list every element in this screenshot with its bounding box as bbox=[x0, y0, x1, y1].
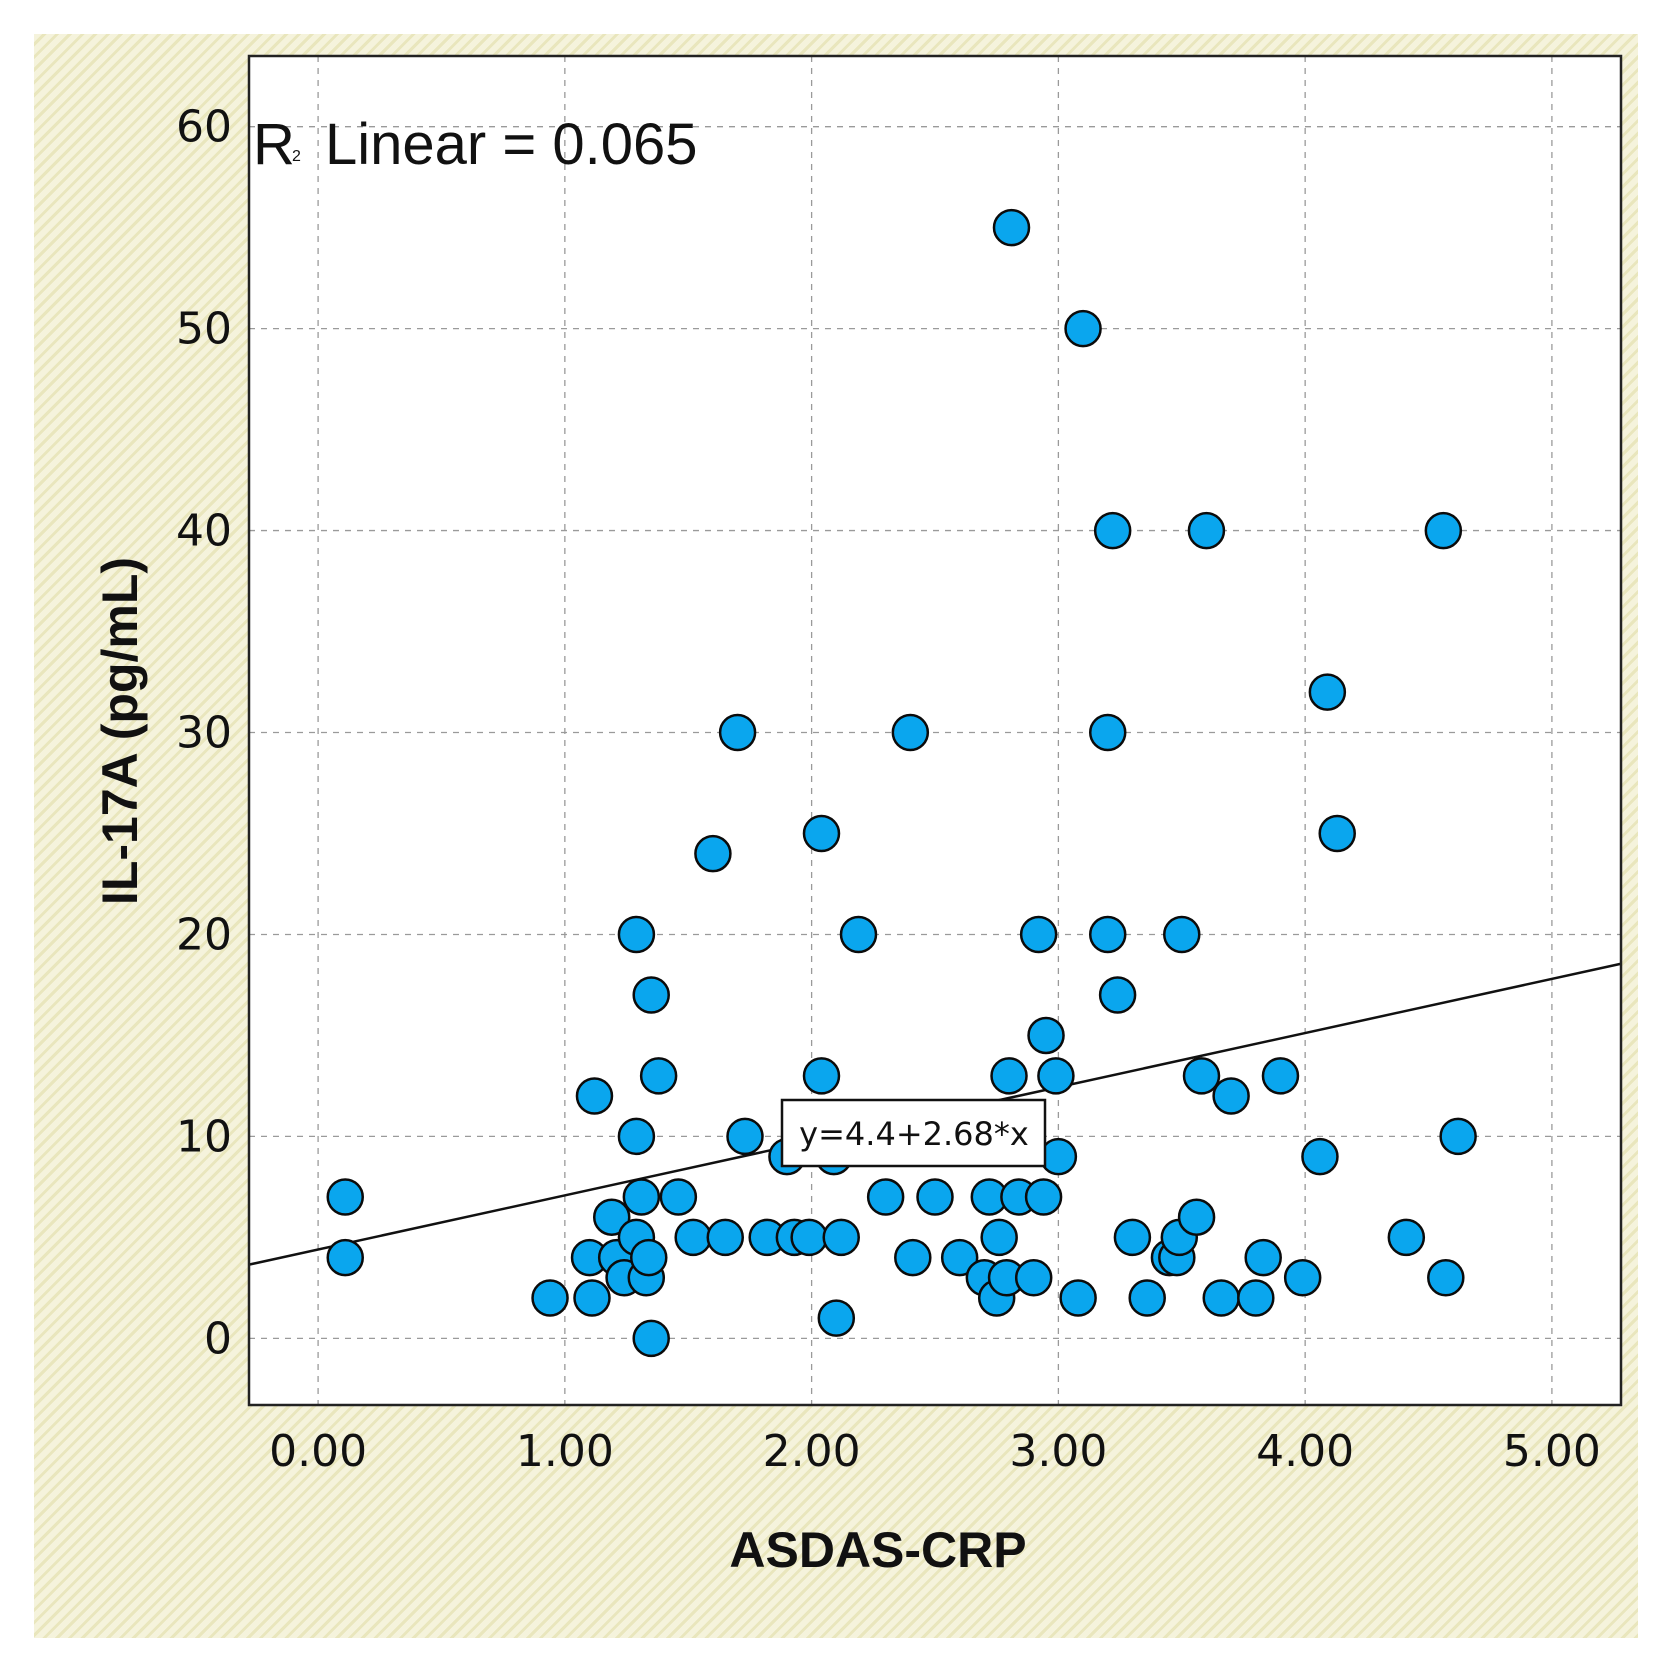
data-point bbox=[1014, 1259, 1053, 1297]
x-tick-label: 4.00 bbox=[1256, 1426, 1354, 1477]
data-point bbox=[531, 1279, 569, 1317]
data-point bbox=[1202, 1279, 1240, 1317]
figure-background: y=4.4+2.68*x 0.00 1.00 2.00 3.00 4.00 5.00 0 1… bbox=[34, 34, 1638, 1638]
data-point bbox=[326, 1178, 364, 1216]
data-point bbox=[1088, 713, 1127, 752]
data-point bbox=[326, 1238, 364, 1277]
data-point bbox=[894, 1238, 932, 1277]
data-point bbox=[1187, 511, 1226, 550]
data-point bbox=[659, 1178, 698, 1216]
data-point bbox=[573, 1279, 611, 1317]
data-point bbox=[1059, 1279, 1097, 1317]
data-point bbox=[1283, 1259, 1322, 1297]
scatter-chart: y=4.4+2.68*x 0.00 1.00 2.00 3.00 4.00 5.00 0 1… bbox=[92, 54, 1623, 1578]
data-point bbox=[1093, 511, 1132, 550]
data-point bbox=[891, 713, 930, 752]
data-point bbox=[1037, 1057, 1075, 1095]
data-point bbox=[617, 1117, 656, 1156]
data-point bbox=[1427, 1259, 1465, 1297]
equation-label: y=4.4+2.68*x bbox=[799, 1115, 1029, 1153]
data-point bbox=[592, 1198, 631, 1236]
data-point bbox=[1182, 1057, 1221, 1095]
data-point bbox=[940, 1238, 979, 1277]
x-tick-label: 0.00 bbox=[269, 1426, 367, 1477]
data-point bbox=[790, 1218, 828, 1257]
data-point bbox=[674, 1218, 712, 1257]
y-tick-label: 40 bbox=[176, 506, 232, 557]
data-point bbox=[622, 1178, 661, 1216]
y-tick-label: 50 bbox=[176, 304, 232, 355]
equation-box bbox=[780, 1098, 1047, 1168]
data-point bbox=[630, 1238, 668, 1277]
y-tick-label: 0 bbox=[204, 1313, 232, 1364]
data-point bbox=[839, 915, 878, 954]
data-point bbox=[1177, 1198, 1216, 1236]
r2-value-text: Linear = 0.065 bbox=[325, 112, 697, 177]
data-point bbox=[632, 1319, 670, 1358]
data-point bbox=[1098, 976, 1137, 1014]
y-tick-label: 60 bbox=[176, 102, 232, 153]
data-point bbox=[822, 1218, 860, 1257]
data-point bbox=[1318, 814, 1356, 853]
data-point bbox=[1424, 511, 1463, 550]
data-points bbox=[326, 208, 1477, 1358]
equation-label-group: y=4.4+2.68*x bbox=[780, 1098, 1047, 1168]
data-point bbox=[694, 834, 732, 873]
data-point bbox=[1212, 1077, 1250, 1115]
data-point bbox=[1439, 1117, 1477, 1156]
data-point bbox=[617, 915, 656, 954]
data-point bbox=[990, 1057, 1028, 1095]
data-point bbox=[802, 1057, 841, 1095]
plot-border bbox=[247, 54, 1623, 1407]
data-point bbox=[575, 1077, 614, 1115]
x-tick-label: 3.00 bbox=[1009, 1426, 1107, 1477]
r2-label: R bbox=[253, 112, 295, 177]
data-point bbox=[1113, 1218, 1152, 1257]
y-tick-labels: 0 10 20 30 40 50 60 bbox=[176, 102, 232, 1365]
data-point bbox=[992, 208, 1031, 247]
y-tick-label: 10 bbox=[176, 1111, 232, 1162]
data-point bbox=[1019, 915, 1058, 954]
y-tick-label: 20 bbox=[176, 909, 232, 960]
data-point bbox=[1163, 915, 1201, 954]
data-point bbox=[1301, 1137, 1339, 1176]
data-point bbox=[706, 1218, 745, 1257]
data-point bbox=[1027, 1016, 1065, 1055]
grid-lines bbox=[249, 56, 1621, 1405]
data-point bbox=[1024, 1178, 1063, 1216]
y-tick-label: 30 bbox=[176, 708, 232, 759]
data-point bbox=[916, 1178, 954, 1216]
data-point bbox=[1308, 673, 1347, 711]
data-point bbox=[980, 1218, 1018, 1257]
data-point bbox=[1237, 1279, 1275, 1317]
x-tick-label: 5.00 bbox=[1503, 1426, 1601, 1477]
data-point bbox=[866, 1178, 905, 1216]
x-tick-labels: 0.00 1.00 2.00 3.00 4.00 5.00 bbox=[269, 1426, 1601, 1477]
data-point bbox=[1128, 1279, 1166, 1317]
data-point bbox=[639, 1057, 678, 1095]
data-point bbox=[1261, 1057, 1300, 1095]
data-point bbox=[1244, 1238, 1282, 1277]
x-tick-label: 2.00 bbox=[763, 1426, 861, 1477]
data-point bbox=[817, 1299, 856, 1337]
data-point bbox=[802, 814, 841, 853]
data-point bbox=[726, 1117, 764, 1156]
data-point bbox=[632, 976, 670, 1014]
r2-superscript: 2 bbox=[292, 148, 301, 165]
x-tick-label: 1.00 bbox=[516, 1426, 614, 1477]
x-axis-title: ASDAS-CRP bbox=[729, 1522, 1026, 1578]
data-point bbox=[1088, 915, 1127, 954]
data-point bbox=[1064, 309, 1102, 348]
data-point bbox=[1387, 1218, 1426, 1257]
data-point bbox=[718, 713, 757, 752]
y-axis-title: IL-17A (pg/mL) bbox=[92, 557, 148, 905]
